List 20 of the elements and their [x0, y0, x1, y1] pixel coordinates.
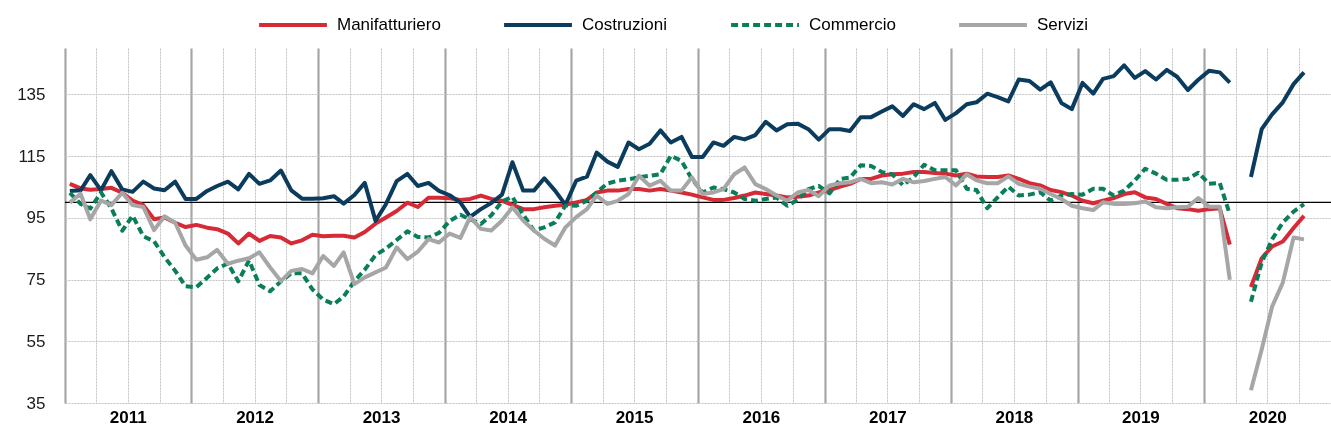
legend-label: Commercio	[809, 15, 896, 34]
x-tick-label: 2018	[995, 407, 1034, 427]
x-tick-label: 2014	[489, 407, 528, 427]
y-tick-label: 55	[26, 331, 46, 351]
y-tick-label: 115	[18, 146, 46, 166]
y-tick-label: 75	[26, 270, 46, 290]
legend-label: Manifatturiero	[337, 15, 441, 34]
x-tick-label: 2012	[236, 407, 274, 427]
x-tick-label: 2017	[868, 407, 907, 427]
y-tick-label: 95	[26, 208, 46, 228]
y-tick-label: 35	[26, 393, 46, 413]
x-tick-label: 2015	[615, 407, 654, 427]
legend-label: Costruzioni	[582, 15, 668, 34]
x-tick-label: 2013	[362, 407, 401, 427]
legend-label: Servizi	[1037, 15, 1089, 34]
x-tick-label: 2016	[742, 407, 781, 427]
x-tick-label: 2011	[109, 407, 147, 427]
x-tick-label: 2020	[1248, 407, 1287, 427]
y-tick-label: 135	[17, 84, 46, 104]
x-tick-label: 2019	[1121, 407, 1160, 427]
